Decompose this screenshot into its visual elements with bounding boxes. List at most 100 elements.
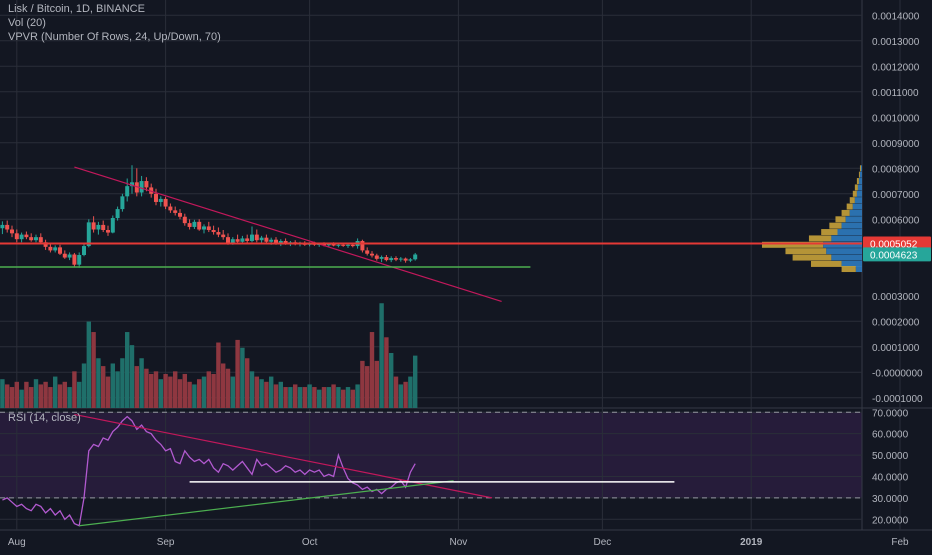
candle-body[interactable] [125, 186, 130, 197]
candle-body[interactable] [211, 230, 216, 233]
candle-body[interactable] [106, 230, 110, 233]
candle-body[interactable] [82, 246, 86, 255]
candle-body[interactable] [326, 244, 331, 246]
candle-body[interactable] [139, 181, 144, 193]
volume-bar [278, 381, 283, 408]
candle-body[interactable] [62, 253, 67, 258]
candle-body[interactable] [77, 255, 82, 265]
candle-body[interactable] [134, 182, 139, 193]
volume-bar [72, 371, 77, 408]
candle-body[interactable] [331, 244, 336, 246]
candle-body[interactable] [370, 253, 374, 256]
vpvr-bar-up [857, 184, 862, 191]
candle-body[interactable] [14, 233, 19, 240]
candle-body[interactable] [182, 216, 187, 224]
candle-body[interactable] [269, 239, 274, 242]
volume-bar [326, 387, 331, 408]
candle-body[interactable] [67, 254, 72, 258]
candle-body[interactable] [254, 234, 259, 241]
candle-body[interactable] [202, 226, 206, 230]
candle-body[interactable] [130, 182, 134, 187]
candle-body[interactable] [216, 232, 221, 235]
candle-body[interactable] [38, 237, 43, 243]
candle-body[interactable] [206, 226, 211, 231]
candle-body[interactable] [274, 239, 278, 243]
candle-body[interactable] [389, 258, 394, 261]
candle-body[interactable] [235, 239, 240, 242]
candle-body[interactable] [178, 212, 182, 217]
resistance-trendline[interactable] [74, 166, 502, 302]
candle-body[interactable] [158, 198, 163, 202]
candle-body[interactable] [53, 247, 58, 251]
candle-body[interactable] [264, 237, 269, 242]
candle-body[interactable] [413, 254, 418, 260]
candle-body[interactable] [336, 244, 341, 246]
candle-body[interactable] [86, 222, 91, 247]
volume-bar [14, 381, 19, 408]
candle-body[interactable] [398, 258, 403, 260]
candle-body[interactable] [96, 224, 101, 230]
candle-body[interactable] [5, 224, 10, 230]
candle-body[interactable] [10, 229, 14, 234]
candle-body[interactable] [221, 234, 226, 238]
volume-bar [225, 368, 231, 408]
vpvr-bar-down [829, 222, 842, 229]
volume-bar [77, 381, 82, 408]
candle-body[interactable] [350, 244, 355, 247]
candle-body[interactable] [115, 209, 120, 219]
candle-body[interactable] [24, 234, 29, 238]
candle-body[interactable] [341, 244, 346, 246]
candle-body[interactable] [374, 255, 379, 259]
candle-body[interactable] [278, 240, 283, 243]
candle-body[interactable] [197, 221, 202, 230]
volume-bar [297, 387, 303, 408]
candle-body[interactable] [144, 181, 149, 188]
candle-body[interactable] [0, 224, 5, 229]
candle-body[interactable] [168, 206, 173, 211]
candle-body[interactable] [360, 240, 365, 251]
volume-bar [331, 384, 336, 408]
candle-body[interactable] [403, 258, 408, 261]
candle-body[interactable] [34, 237, 38, 241]
candle-body[interactable] [173, 210, 178, 213]
candle-body[interactable] [192, 221, 197, 227]
vpvr-indicator-label[interactable]: VPVR (Number Of Rows, 24, Up/Down, 70) [8, 31, 221, 43]
candle-body[interactable] [346, 244, 350, 246]
candle-body[interactable] [91, 222, 96, 230]
candle-body[interactable] [283, 240, 288, 244]
candle-body[interactable] [29, 237, 34, 241]
candle-body[interactable] [394, 258, 398, 260]
candle-body[interactable] [408, 259, 413, 261]
candle-body[interactable] [187, 223, 192, 227]
volume-bar [273, 384, 279, 408]
candle-body[interactable] [163, 198, 168, 207]
candle-body[interactable] [120, 196, 125, 210]
candle-body[interactable] [322, 244, 326, 246]
candle-body[interactable] [250, 234, 254, 241]
candle-body[interactable] [230, 239, 235, 243]
candle-body[interactable] [58, 247, 62, 254]
candle-body[interactable] [259, 237, 264, 241]
volume-indicator-label[interactable]: Vol (20) [8, 17, 46, 29]
volume-bar [19, 389, 24, 408]
candle-body[interactable] [384, 257, 389, 261]
volume-bar [149, 373, 154, 408]
candle-body[interactable] [19, 234, 24, 240]
candle-body[interactable] [379, 257, 384, 259]
rsi-indicator-label[interactable]: RSI (14, close) [8, 412, 81, 424]
candle-body[interactable] [226, 237, 230, 243]
candle-body[interactable] [43, 242, 48, 247]
candle-body[interactable] [48, 246, 53, 251]
candle-body[interactable] [72, 254, 77, 265]
rsi-support-trendline[interactable] [79, 480, 454, 527]
candle-body[interactable] [101, 224, 106, 231]
price-label-last: 0.0004623 [870, 250, 918, 261]
candle-body[interactable] [365, 250, 370, 254]
candle-body[interactable] [245, 238, 250, 241]
candle-body[interactable] [240, 238, 245, 242]
candle-body[interactable] [154, 193, 158, 202]
rsi-tick-label: 60.0000 [872, 430, 909, 441]
candle-body[interactable] [110, 218, 115, 233]
